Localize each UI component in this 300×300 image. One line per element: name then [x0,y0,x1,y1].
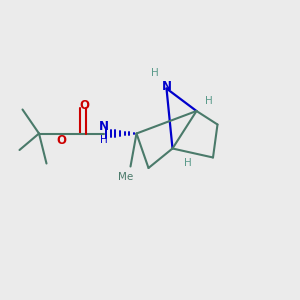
Text: N: N [161,80,172,94]
Text: N: N [98,120,109,134]
Text: H: H [100,135,107,145]
Text: O: O [56,134,67,147]
Text: H: H [184,158,191,169]
Text: O: O [79,99,89,112]
Text: H: H [151,68,158,79]
Text: Me: Me [118,172,134,182]
Text: H: H [205,95,212,106]
